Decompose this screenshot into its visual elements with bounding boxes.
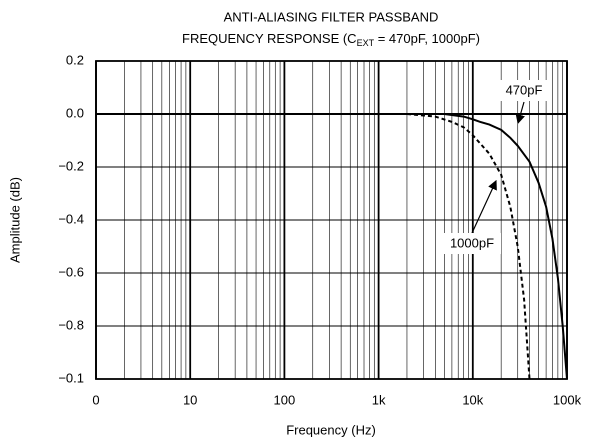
y-tick-label: −0.1 — [58, 370, 84, 385]
x-tick-label: 10 — [183, 392, 197, 407]
x-tick-label: 100k — [553, 392, 582, 407]
annotation-arrow — [515, 101, 525, 125]
subtitle-text: = 470pF, 1000pF) — [374, 31, 480, 46]
y-tick-label: 0.0 — [66, 105, 84, 120]
annotation: 470pF — [506, 82, 543, 97]
annotation: 1000pF — [450, 235, 494, 250]
annotation-box — [443, 233, 501, 254]
x-tick-label: 0 — [92, 392, 99, 407]
chart-title: ANTI-ALIASING FILTER PASSBAND — [224, 9, 439, 24]
y-axis-label: Amplitude (dB) — [7, 177, 22, 263]
y-tick-label: −0.2 — [58, 158, 84, 173]
chart-subtitle: FREQUENCY RESPONSE (CEXT = 470pF, 1000pF… — [182, 31, 480, 48]
subtitle-text: FREQUENCY RESPONSE (C — [182, 31, 357, 46]
x-tick-label: 10k — [462, 392, 483, 407]
series-line — [96, 113, 568, 380]
plot-frame — [95, 60, 568, 380]
x-axis-label: Frequency (Hz) — [286, 422, 376, 437]
x-tick-label: 100 — [274, 392, 296, 407]
annotation-arrow — [471, 179, 497, 234]
subtitle-subscript: EXT — [357, 38, 375, 48]
series-line — [406, 113, 531, 380]
y-tick-label: 0.2 — [66, 52, 84, 67]
y-tick-label: −0.4 — [58, 211, 84, 226]
y-tick-label: −0.6 — [58, 264, 84, 279]
y-tick-label: −0.8 — [58, 317, 84, 332]
annotation-box — [498, 80, 550, 101]
x-tick-label: 1k — [372, 392, 386, 407]
